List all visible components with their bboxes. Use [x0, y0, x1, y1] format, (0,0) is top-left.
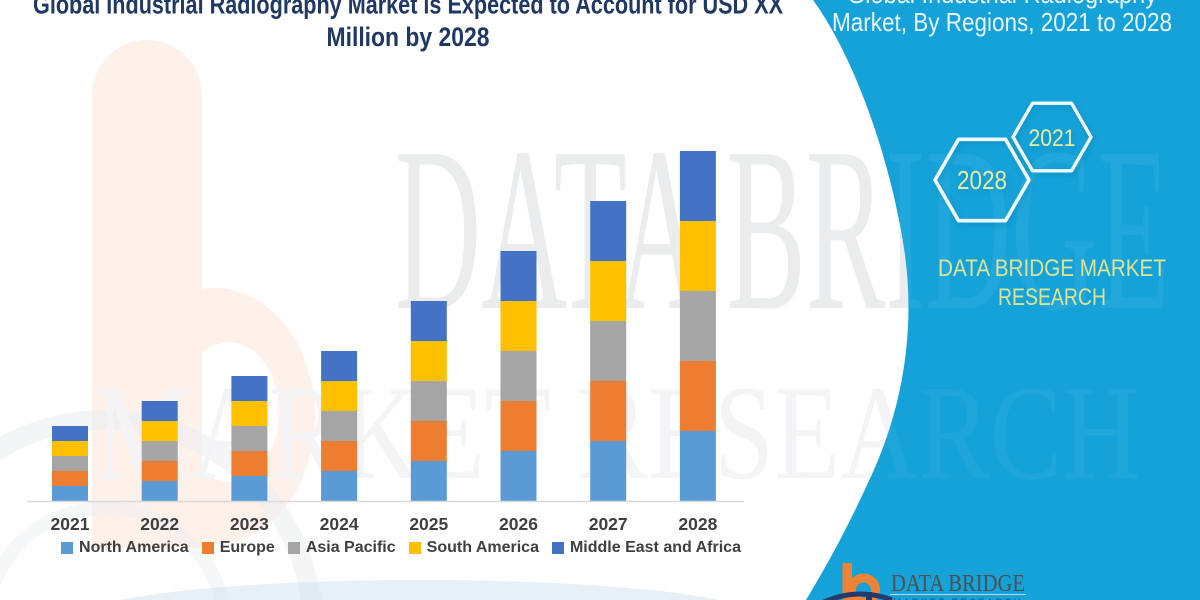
- panel-brand-line1: DATA BRIDGE MARKET: [938, 255, 1166, 282]
- legend-label: North America: [79, 539, 189, 556]
- bar-segment-2025-south-america[interactable]: [410, 341, 447, 381]
- legend-item-asia-pacific[interactable]: Asia Pacific: [287, 539, 396, 557]
- bar-segment-2021-asia-pacific[interactable]: [52, 456, 88, 471]
- x-axis-label-2026: 2026: [499, 514, 538, 534]
- bar-segment-2028-asia-pacific[interactable]: [679, 291, 716, 361]
- bar-segment-2024-north-america[interactable]: [321, 471, 358, 501]
- bar-segment-2025-asia-pacific[interactable]: [410, 381, 447, 421]
- panel-brand-line2: RESEARCH: [998, 284, 1106, 311]
- bar-segment-2025-north-america[interactable]: [410, 461, 447, 501]
- x-axis-label-2025: 2025: [409, 514, 448, 534]
- bar-segment-2022-north-america[interactable]: [141, 481, 178, 501]
- bar-2024: [321, 351, 358, 501]
- chart-title-line1: Global Industrial Radiography Market is …: [33, 0, 783, 20]
- chart-legend: North America Europe Asia Pacific South Ame…: [42, 539, 760, 557]
- x-axis-label-2021: 2021: [51, 514, 90, 534]
- bar-segment-2027-south-america[interactable]: [590, 261, 627, 321]
- bar-segment-2021-south-america[interactable]: [52, 441, 88, 456]
- legend-item-middle-east-and-africa[interactable]: Middle East and Africa: [551, 539, 741, 557]
- bar-segment-2022-asia-pacific[interactable]: [141, 441, 178, 461]
- bar-segment-2026-asia-pacific[interactable]: [500, 351, 537, 401]
- bar-2021: [52, 426, 88, 501]
- bar-segment-2024-asia-pacific[interactable]: [321, 411, 358, 441]
- bar-segment-2028-south-america[interactable]: [679, 221, 716, 291]
- bar-segment-2025-europe[interactable]: [410, 421, 447, 461]
- panel-brand: DATA BRIDGE MARKET RESEARCH: [938, 255, 1166, 311]
- legend-swatch-icon: [408, 542, 421, 554]
- bar-segment-2023-middle-east-and-africa[interactable]: [231, 376, 268, 401]
- legend-swatch-icon: [201, 542, 214, 554]
- bar-segment-2021-middle-east-and-africa[interactable]: [52, 426, 88, 441]
- bar-segment-2021-north-america[interactable]: [52, 486, 88, 501]
- bar-2026: [500, 251, 537, 501]
- legend-item-europe[interactable]: Europe: [201, 539, 275, 557]
- bar-segment-2023-europe[interactable]: [231, 451, 268, 476]
- bar-segment-2025-middle-east-and-africa[interactable]: [410, 301, 447, 341]
- bar-segment-2028-europe[interactable]: [679, 361, 716, 431]
- panel-heading-line1: Global Industrial Radiography: [847, 0, 1157, 9]
- bar-segment-2022-middle-east-and-africa[interactable]: [141, 401, 178, 421]
- bar-segment-2024-middle-east-and-africa[interactable]: [321, 351, 358, 381]
- bar-segment-2026-north-america[interactable]: [500, 451, 537, 501]
- bar-segment-2027-asia-pacific[interactable]: [590, 321, 627, 381]
- panel-heading-line2: Market, By Regions, 2021 to 2028: [832, 7, 1172, 37]
- bar-segment-2023-north-america[interactable]: [231, 476, 268, 501]
- bar-segment-2023-asia-pacific[interactable]: [231, 426, 268, 451]
- bar-segment-2026-middle-east-and-africa[interactable]: [500, 251, 537, 301]
- hexagon-2028-outline-icon: [933, 137, 1031, 223]
- bar-2028: [679, 151, 716, 501]
- legend-item-south-america[interactable]: South America: [408, 539, 539, 557]
- x-axis-label-2023: 2023: [230, 514, 269, 534]
- legend-swatch-icon: [61, 542, 74, 554]
- footer-logo-bridge-pillar-icon: [866, 592, 872, 600]
- x-axis-labels: 2021 2022 2023 2024 2025 2026 2027 2028: [51, 514, 718, 534]
- stacked-bar-chart: [52, 151, 716, 501]
- footer-logo-name: DATA BRIDGE: [891, 571, 1025, 597]
- chart-title-line2: Million by 2028: [327, 22, 490, 52]
- hexagon-2028: 2028: [933, 137, 1031, 223]
- bar-segment-2027-north-america[interactable]: [590, 441, 627, 501]
- bar-segment-2026-europe[interactable]: [500, 401, 537, 451]
- legend-item-north-america[interactable]: North America: [61, 539, 189, 557]
- legend-label: Asia Pacific: [305, 539, 396, 556]
- legend-swatch-icon: [551, 542, 564, 554]
- x-axis-label-2027: 2027: [589, 514, 628, 534]
- bar-segment-2027-middle-east-and-africa[interactable]: [590, 201, 627, 261]
- bar-segment-2026-south-america[interactable]: [500, 301, 537, 351]
- legend-label: Europe: [219, 539, 275, 556]
- right-panel-swoosh: [806, 0, 1200, 600]
- bar-segment-2028-north-america[interactable]: [679, 431, 716, 501]
- legend-label: Middle East and Africa: [569, 539, 741, 556]
- hexagon-2021-outline-icon: [1011, 101, 1093, 173]
- x-axis-label-2024: 2024: [320, 514, 359, 534]
- panel-heading: Global Industrial Radiography Market, By…: [832, 0, 1172, 37]
- hexagon-2028-label: 2028: [957, 165, 1007, 195]
- bar-segment-2023-south-america[interactable]: [231, 401, 268, 426]
- bar-segment-2028-middle-east-and-africa[interactable]: [679, 151, 716, 221]
- hexagon-2021-label: 2021: [1029, 125, 1076, 152]
- bar-2027: [590, 201, 627, 501]
- bar-2022: [141, 401, 178, 501]
- chart-title: Global Industrial Radiography Market is …: [33, 0, 783, 52]
- legend-label: South America: [426, 539, 539, 556]
- footer-logo-tagline: MARKET RESEARCH: [893, 596, 1023, 600]
- hexagon-badges: 2028 2021: [933, 101, 1093, 223]
- bar-segment-2024-south-america[interactable]: [321, 381, 358, 411]
- bar-segment-2024-europe[interactable]: [321, 441, 358, 471]
- watermark-bottom-wash: [120, 580, 720, 600]
- x-axis-label-2022: 2022: [140, 514, 179, 534]
- bar-segment-2021-europe[interactable]: [52, 471, 88, 486]
- bar-2025: [410, 301, 447, 501]
- bar-segment-2027-europe[interactable]: [590, 381, 627, 441]
- watermark-swoosh-icon: [0, 410, 322, 600]
- bar-segment-2022-europe[interactable]: [141, 461, 178, 481]
- legend-swatch-icon: [287, 542, 300, 554]
- hexagon-2021: 2021: [1011, 101, 1093, 173]
- bar-2023: [231, 376, 268, 501]
- x-axis-label-2028: 2028: [678, 514, 717, 534]
- bar-segment-2022-south-america[interactable]: [141, 421, 178, 441]
